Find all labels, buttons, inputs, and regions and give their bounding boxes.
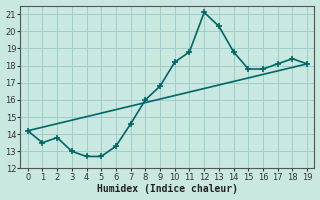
X-axis label: Humidex (Indice chaleur): Humidex (Indice chaleur) <box>97 184 238 194</box>
